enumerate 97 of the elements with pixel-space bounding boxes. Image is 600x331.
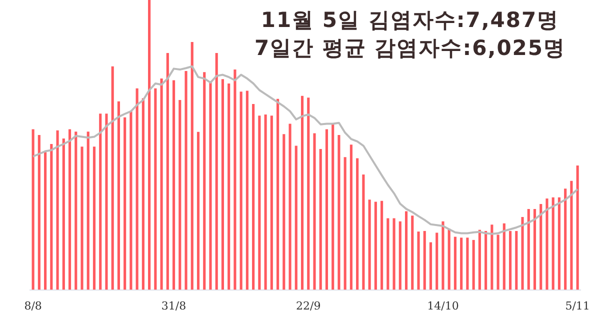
bar	[209, 82, 212, 290]
bar	[454, 236, 456, 290]
bar	[546, 198, 548, 290]
bar	[533, 208, 536, 290]
bar	[392, 218, 396, 290]
bar	[172, 80, 176, 290]
x-tick-label: 22/9	[296, 299, 321, 312]
bar	[166, 53, 169, 290]
bar	[190, 42, 194, 290]
bar	[558, 197, 560, 290]
bar	[527, 208, 530, 290]
bar	[142, 98, 144, 290]
bar	[521, 217, 524, 290]
bar	[50, 144, 53, 290]
bar	[540, 204, 542, 290]
bar	[203, 72, 206, 290]
bar	[80, 146, 84, 290]
bar	[576, 165, 579, 290]
bar	[570, 180, 573, 290]
bar	[442, 221, 444, 290]
bar	[124, 117, 126, 290]
bar	[184, 71, 188, 290]
bar	[178, 100, 182, 290]
bar	[56, 130, 59, 290]
bar	[86, 132, 90, 290]
bar	[136, 88, 138, 290]
bar	[111, 66, 114, 290]
bar	[552, 197, 554, 290]
bar	[215, 53, 218, 290]
bar	[92, 146, 96, 290]
bar	[472, 240, 475, 290]
bar	[252, 104, 255, 290]
bar	[288, 124, 292, 290]
bar	[374, 202, 377, 290]
bar	[99, 114, 102, 290]
text: 7일간 평균 감염자수:6,025명	[253, 35, 567, 62]
bar	[221, 79, 224, 290]
bar	[228, 83, 230, 290]
bar	[350, 144, 352, 290]
bar	[74, 132, 78, 290]
bar	[68, 129, 72, 290]
x-tick-label: 8/8	[24, 299, 42, 312]
bar	[276, 98, 280, 290]
bar	[502, 223, 506, 290]
bar	[117, 101, 120, 290]
bar	[264, 114, 267, 290]
bar	[423, 230, 426, 290]
bar	[282, 134, 286, 290]
bar	[448, 228, 450, 290]
bar	[417, 232, 420, 290]
bar	[148, 0, 151, 290]
bar	[404, 211, 408, 290]
bar	[234, 70, 236, 290]
bar	[270, 116, 273, 290]
bar	[564, 188, 567, 290]
bar	[466, 238, 469, 290]
bar	[325, 129, 328, 290]
bar	[44, 152, 47, 290]
bar	[362, 174, 365, 290]
bar	[436, 232, 438, 290]
bar	[313, 133, 316, 290]
bar	[160, 78, 163, 290]
x-tick-label: 5/11	[565, 299, 590, 312]
bar	[105, 114, 108, 290]
bar	[258, 116, 261, 290]
bar	[484, 230, 488, 290]
bar	[515, 230, 518, 290]
bar	[478, 230, 481, 290]
bar	[496, 234, 500, 290]
bar	[294, 146, 298, 290]
bar	[38, 135, 40, 290]
bar	[300, 96, 304, 290]
bar	[332, 124, 334, 290]
bar	[240, 92, 242, 290]
bar	[338, 135, 340, 290]
bar	[380, 200, 384, 290]
bar	[154, 88, 157, 290]
bar	[411, 216, 414, 290]
bar	[307, 98, 310, 290]
bar	[246, 90, 248, 290]
bar	[32, 129, 34, 290]
bar	[356, 158, 359, 290]
bar	[460, 238, 463, 290]
bar	[490, 224, 494, 290]
x-tick-label: 31/8	[161, 299, 186, 312]
bar	[429, 242, 432, 290]
bar	[368, 200, 371, 290]
bar	[344, 157, 346, 290]
bar	[398, 221, 402, 290]
bar	[508, 230, 512, 290]
bar	[386, 218, 390, 290]
bar	[319, 148, 322, 290]
chart-title: 11월 5일 김염자수:7,487명	[260, 7, 560, 34]
x-tick-label: 14/10	[427, 299, 459, 312]
bar	[196, 132, 200, 290]
bar	[62, 138, 65, 290]
bar	[130, 111, 132, 290]
